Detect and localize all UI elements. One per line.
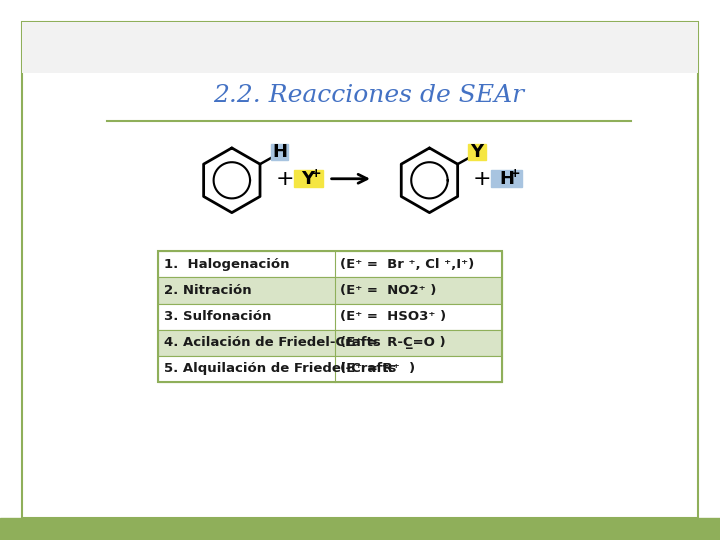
- Text: 2. Nitración: 2. Nitración: [163, 284, 251, 297]
- Text: +: +: [509, 167, 520, 180]
- Bar: [158, 356, 502, 382]
- Text: 1.  Halogenación: 1. Halogenación: [163, 258, 289, 271]
- Bar: [492, 170, 523, 187]
- Text: (E⁺ = R⁺  ): (E⁺ = R⁺ ): [341, 362, 415, 375]
- Text: (E⁺ =  R-C̲=O ): (E⁺ = R-C̲=O ): [341, 336, 446, 349]
- Text: Y: Y: [470, 143, 484, 161]
- Text: H: H: [272, 143, 287, 161]
- Bar: [158, 251, 502, 278]
- Text: (E⁺ =  HSO3⁺ ): (E⁺ = HSO3⁺ ): [341, 310, 446, 323]
- Bar: [469, 144, 485, 160]
- Text: (E⁺ =  Br ⁺, Cl ⁺,I⁺): (E⁺ = Br ⁺, Cl ⁺,I⁺): [341, 258, 474, 271]
- Bar: [158, 251, 502, 382]
- Bar: [158, 330, 502, 356]
- Text: (E⁺ =  NO2⁺ ): (E⁺ = NO2⁺ ): [341, 284, 437, 297]
- Bar: [271, 144, 288, 160]
- Text: +: +: [473, 169, 492, 189]
- Text: 3. Sulfonación: 3. Sulfonación: [163, 310, 271, 323]
- Text: +: +: [310, 167, 321, 180]
- Text: 5. Alquilación de Friedel-Crafts: 5. Alquilación de Friedel-Crafts: [163, 362, 396, 375]
- Text: +: +: [276, 169, 294, 189]
- Bar: [158, 303, 502, 330]
- Text: H: H: [499, 170, 514, 188]
- Text: 4. Acilación de Friedel-Crafts: 4. Acilación de Friedel-Crafts: [163, 336, 380, 349]
- Text: 2.2. Reacciones de SEAr: 2.2. Reacciones de SEAr: [213, 84, 525, 107]
- Bar: [294, 170, 323, 187]
- Bar: [158, 278, 502, 303]
- Text: Y: Y: [301, 170, 314, 188]
